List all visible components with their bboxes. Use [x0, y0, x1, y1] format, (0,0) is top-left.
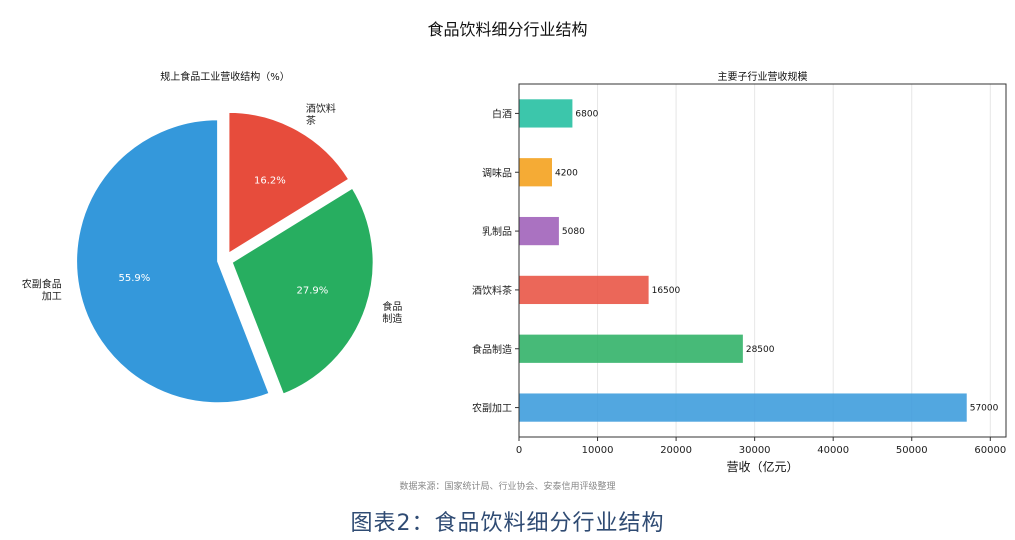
x-axis-label: 营收（亿元）	[726, 459, 798, 474]
pie-category-label-0: 农副食品加工	[22, 278, 62, 303]
x-tick-label-5: 50000	[896, 445, 928, 456]
y-tick-label-2: 酒饮料茶	[472, 284, 512, 297]
pie-slice-0	[75, 118, 271, 405]
pie-chart-title: 规上食品工业营收结构（%）	[160, 72, 290, 83]
bar-3	[519, 216, 559, 246]
y-tick-label-3: 乳制品	[482, 225, 512, 238]
bar-value-label-2: 16500	[652, 286, 681, 296]
y-tick-label-0: 农副加工	[472, 402, 512, 415]
bar-1	[519, 334, 743, 363]
bar-plot-frame	[518, 83, 1007, 438]
pie-value-label-2: 16.2%	[254, 175, 286, 186]
pie-value-label-1: 27.9%	[297, 285, 329, 296]
bar-value-label-5: 6800	[575, 109, 598, 119]
pie-category-label-2: 酒饮料茶	[306, 102, 336, 127]
bar-0	[519, 393, 967, 422]
main-title: 食品饮料细分行业结构	[427, 20, 588, 39]
bar-4	[519, 158, 552, 187]
y-tick-label-4: 调味品	[482, 167, 512, 179]
y-tick-label-1: 食品制造	[472, 343, 512, 356]
bar-value-label-3: 5080	[562, 227, 585, 237]
bar-value-label-0: 57000	[970, 404, 999, 414]
data-source-note: 数据来源：国家统计局、行业协会、安泰信用评级整理	[399, 482, 616, 492]
bar-value-label-4: 4200	[555, 168, 578, 178]
bar-5	[519, 99, 573, 128]
x-tick-label-1: 10000	[582, 445, 614, 456]
x-tick-label-6: 60000	[974, 445, 1006, 456]
pie-category-label-1: 食品制造	[382, 300, 402, 325]
x-tick-label-3: 30000	[739, 445, 771, 456]
pie-slice-2	[227, 110, 351, 256]
x-tick-label-2: 20000	[660, 445, 692, 456]
y-tick-label-5: 白酒	[492, 107, 512, 120]
pie-slice-1	[230, 186, 375, 396]
figure-caption: 图表2：食品饮料细分行业结构	[350, 511, 665, 536]
x-tick-label-4: 40000	[817, 445, 849, 456]
x-tick-label-0: 0	[516, 445, 522, 456]
bar-2	[519, 275, 649, 305]
bar-chart-title: 主要子行业营收规模	[717, 72, 808, 83]
pie-value-label-0: 55.9%	[118, 273, 150, 284]
bar-value-label-1: 28500	[746, 345, 775, 355]
